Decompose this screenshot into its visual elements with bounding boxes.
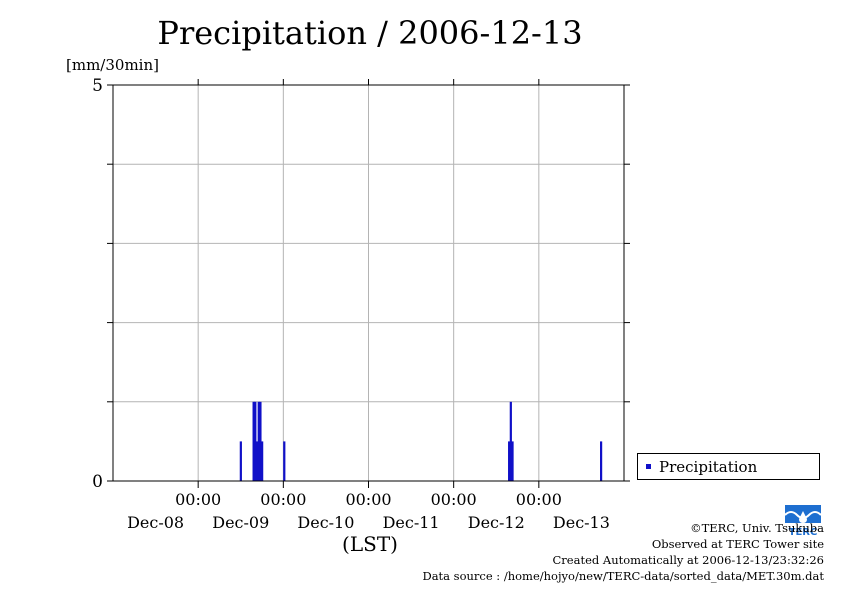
x-date-label: Dec-10 (297, 513, 354, 532)
legend-swatch (646, 464, 651, 469)
terc-logo: TERC (783, 503, 823, 539)
precipitation-bar (257, 401, 260, 481)
precipitation-bar (254, 401, 257, 481)
x-date-label: Dec-11 (383, 513, 440, 532)
x-axis-label: (LST) (342, 532, 398, 556)
credit-copyright: ©TERC, Univ. Tsukuba (690, 521, 824, 535)
x-date-label: Dec-09 (212, 513, 269, 532)
precipitation-bar (509, 401, 512, 481)
x-date-label: Dec-13 (553, 513, 610, 532)
x-tick-time-label: 00:00 (175, 490, 221, 509)
x-tick-time-label: 00:00 (345, 490, 391, 509)
precipitation-bar (252, 401, 255, 481)
precipitation-bar (239, 441, 242, 481)
credit-created: Created Automatically at 2006-12-13/23:3… (552, 553, 825, 567)
terc-logo-drop (799, 511, 807, 523)
precipitation-bar (259, 401, 262, 481)
credit-source: Data source : /home/hojyo/new/TERC-data/… (422, 569, 824, 583)
x-tick-time-label: 00:00 (431, 490, 477, 509)
credit-observed: Observed at TERC Tower site (651, 537, 824, 551)
precipitation-bar (255, 441, 259, 481)
y-tick-label: 5 (92, 76, 103, 96)
precipitation-bar (283, 441, 286, 481)
x-date-label: Dec-08 (127, 513, 184, 532)
legend: Precipitation (637, 453, 820, 480)
y-tick-label: 0 (92, 472, 103, 492)
y-axis-unit: [mm/30min] (66, 56, 159, 74)
x-tick-time-label: 00:00 (516, 490, 562, 509)
credits: ©TERC, Univ. Tsukuba Observed at TERC To… (422, 520, 824, 584)
precipitation-bar (511, 441, 514, 481)
legend-label: Precipitation (659, 457, 758, 476)
terc-logo-text: TERC (789, 527, 818, 538)
chart-title: Precipitation / 2006-12-13 (157, 14, 583, 52)
precipitation-bar (261, 441, 264, 481)
precipitation-bar (508, 441, 511, 481)
precipitation-bar (600, 441, 603, 481)
x-date-label: Dec-12 (468, 513, 525, 532)
x-tick-time-label: 00:00 (260, 490, 306, 509)
